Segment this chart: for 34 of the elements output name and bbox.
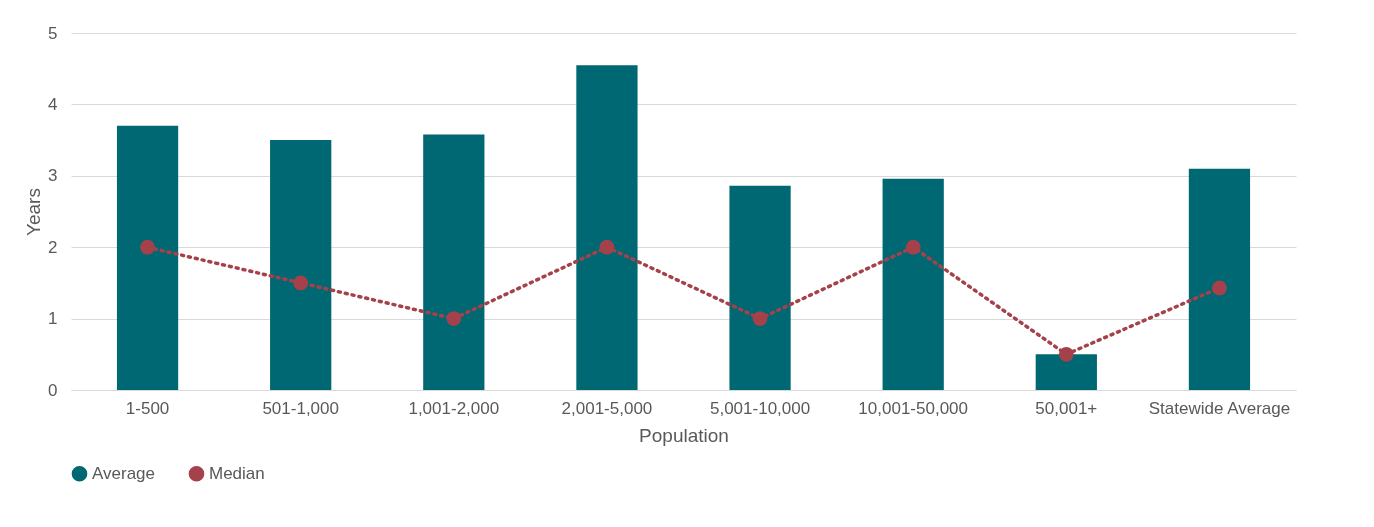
point: [599, 239, 615, 255]
y-tick-label: 3: [48, 166, 58, 186]
y-tick-label: 1: [48, 309, 58, 329]
x-tick-label: 1,001-2,000: [408, 398, 500, 418]
point: [293, 275, 309, 291]
bar: [1035, 354, 1097, 390]
x-tick-label: 10,001-50,000: [858, 398, 969, 418]
y-tick-label: 4: [48, 94, 58, 114]
legend-label: Median: [209, 463, 265, 483]
bar: [270, 140, 332, 390]
x-tick-label: 5,001-10,000: [709, 398, 811, 418]
point: [1058, 346, 1074, 362]
point: [140, 239, 155, 255]
x-tick-label: 1-500: [125, 398, 170, 418]
x-axis-title: Population: [639, 424, 729, 446]
x-tick-label: Statewide Average: [1148, 398, 1291, 418]
bar: [729, 185, 791, 390]
legend-label: Average: [92, 463, 156, 483]
y-tick-label: 0: [48, 380, 58, 400]
y-tick-label: 2: [48, 237, 58, 257]
bar: [423, 134, 485, 390]
point: [1212, 280, 1227, 296]
point: [752, 311, 768, 326]
bar: [882, 178, 944, 390]
bar: [1188, 168, 1251, 390]
y-tick-label: 5: [48, 23, 58, 43]
point: [446, 311, 462, 326]
x-tick-label: 2,001-5,000: [561, 398, 653, 418]
bar: [576, 65, 638, 390]
point: [905, 239, 921, 255]
y-axis-title: Years: [23, 188, 45, 236]
x-tick-label: 50,001+: [1035, 398, 1098, 418]
x-tick-label: 501-1,000: [262, 398, 339, 418]
bar: [116, 125, 179, 390]
